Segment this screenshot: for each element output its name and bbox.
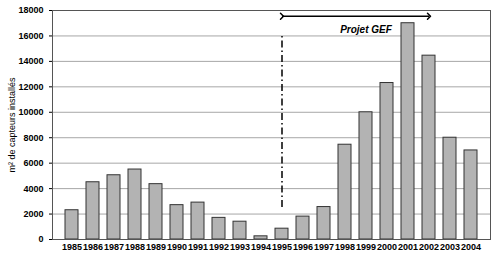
svg-text:8000: 8000 (23, 133, 43, 143)
svg-text:Projet GEF: Projet GEF (340, 24, 393, 35)
svg-text:1992: 1992 (209, 242, 229, 252)
svg-text:2002: 2002 (419, 242, 439, 252)
svg-text:16000: 16000 (18, 31, 43, 41)
svg-text:18000: 18000 (18, 5, 43, 15)
svg-text:12000: 12000 (18, 82, 43, 92)
svg-text:2001: 2001 (398, 242, 418, 252)
svg-text:2004: 2004 (461, 242, 481, 252)
svg-text:1986: 1986 (83, 242, 103, 252)
svg-text:1990: 1990 (167, 242, 187, 252)
svg-text:6000: 6000 (23, 158, 43, 168)
svg-text:2000: 2000 (23, 209, 43, 219)
svg-text:1996: 1996 (293, 242, 313, 252)
svg-text:1993: 1993 (230, 242, 250, 252)
svg-text:1997: 1997 (314, 242, 334, 252)
svg-text:1991: 1991 (188, 242, 208, 252)
svg-text:1999: 1999 (356, 242, 376, 252)
svg-text:1987: 1987 (104, 242, 124, 252)
svg-text:10000: 10000 (18, 107, 43, 117)
svg-text:1985: 1985 (62, 242, 82, 252)
svg-text:1988: 1988 (125, 242, 145, 252)
svg-text:0: 0 (38, 234, 43, 244)
svg-text:2000: 2000 (377, 242, 397, 252)
svg-text:m² de capteurs installés: m² de capteurs installés (7, 77, 17, 173)
svg-text:14000: 14000 (18, 56, 43, 66)
svg-text:1998: 1998 (335, 242, 355, 252)
svg-text:4000: 4000 (23, 183, 43, 193)
svg-text:2003: 2003 (440, 242, 460, 252)
svg-text:1989: 1989 (146, 242, 166, 252)
svg-text:1994: 1994 (251, 242, 271, 252)
svg-text:1995: 1995 (272, 242, 292, 252)
